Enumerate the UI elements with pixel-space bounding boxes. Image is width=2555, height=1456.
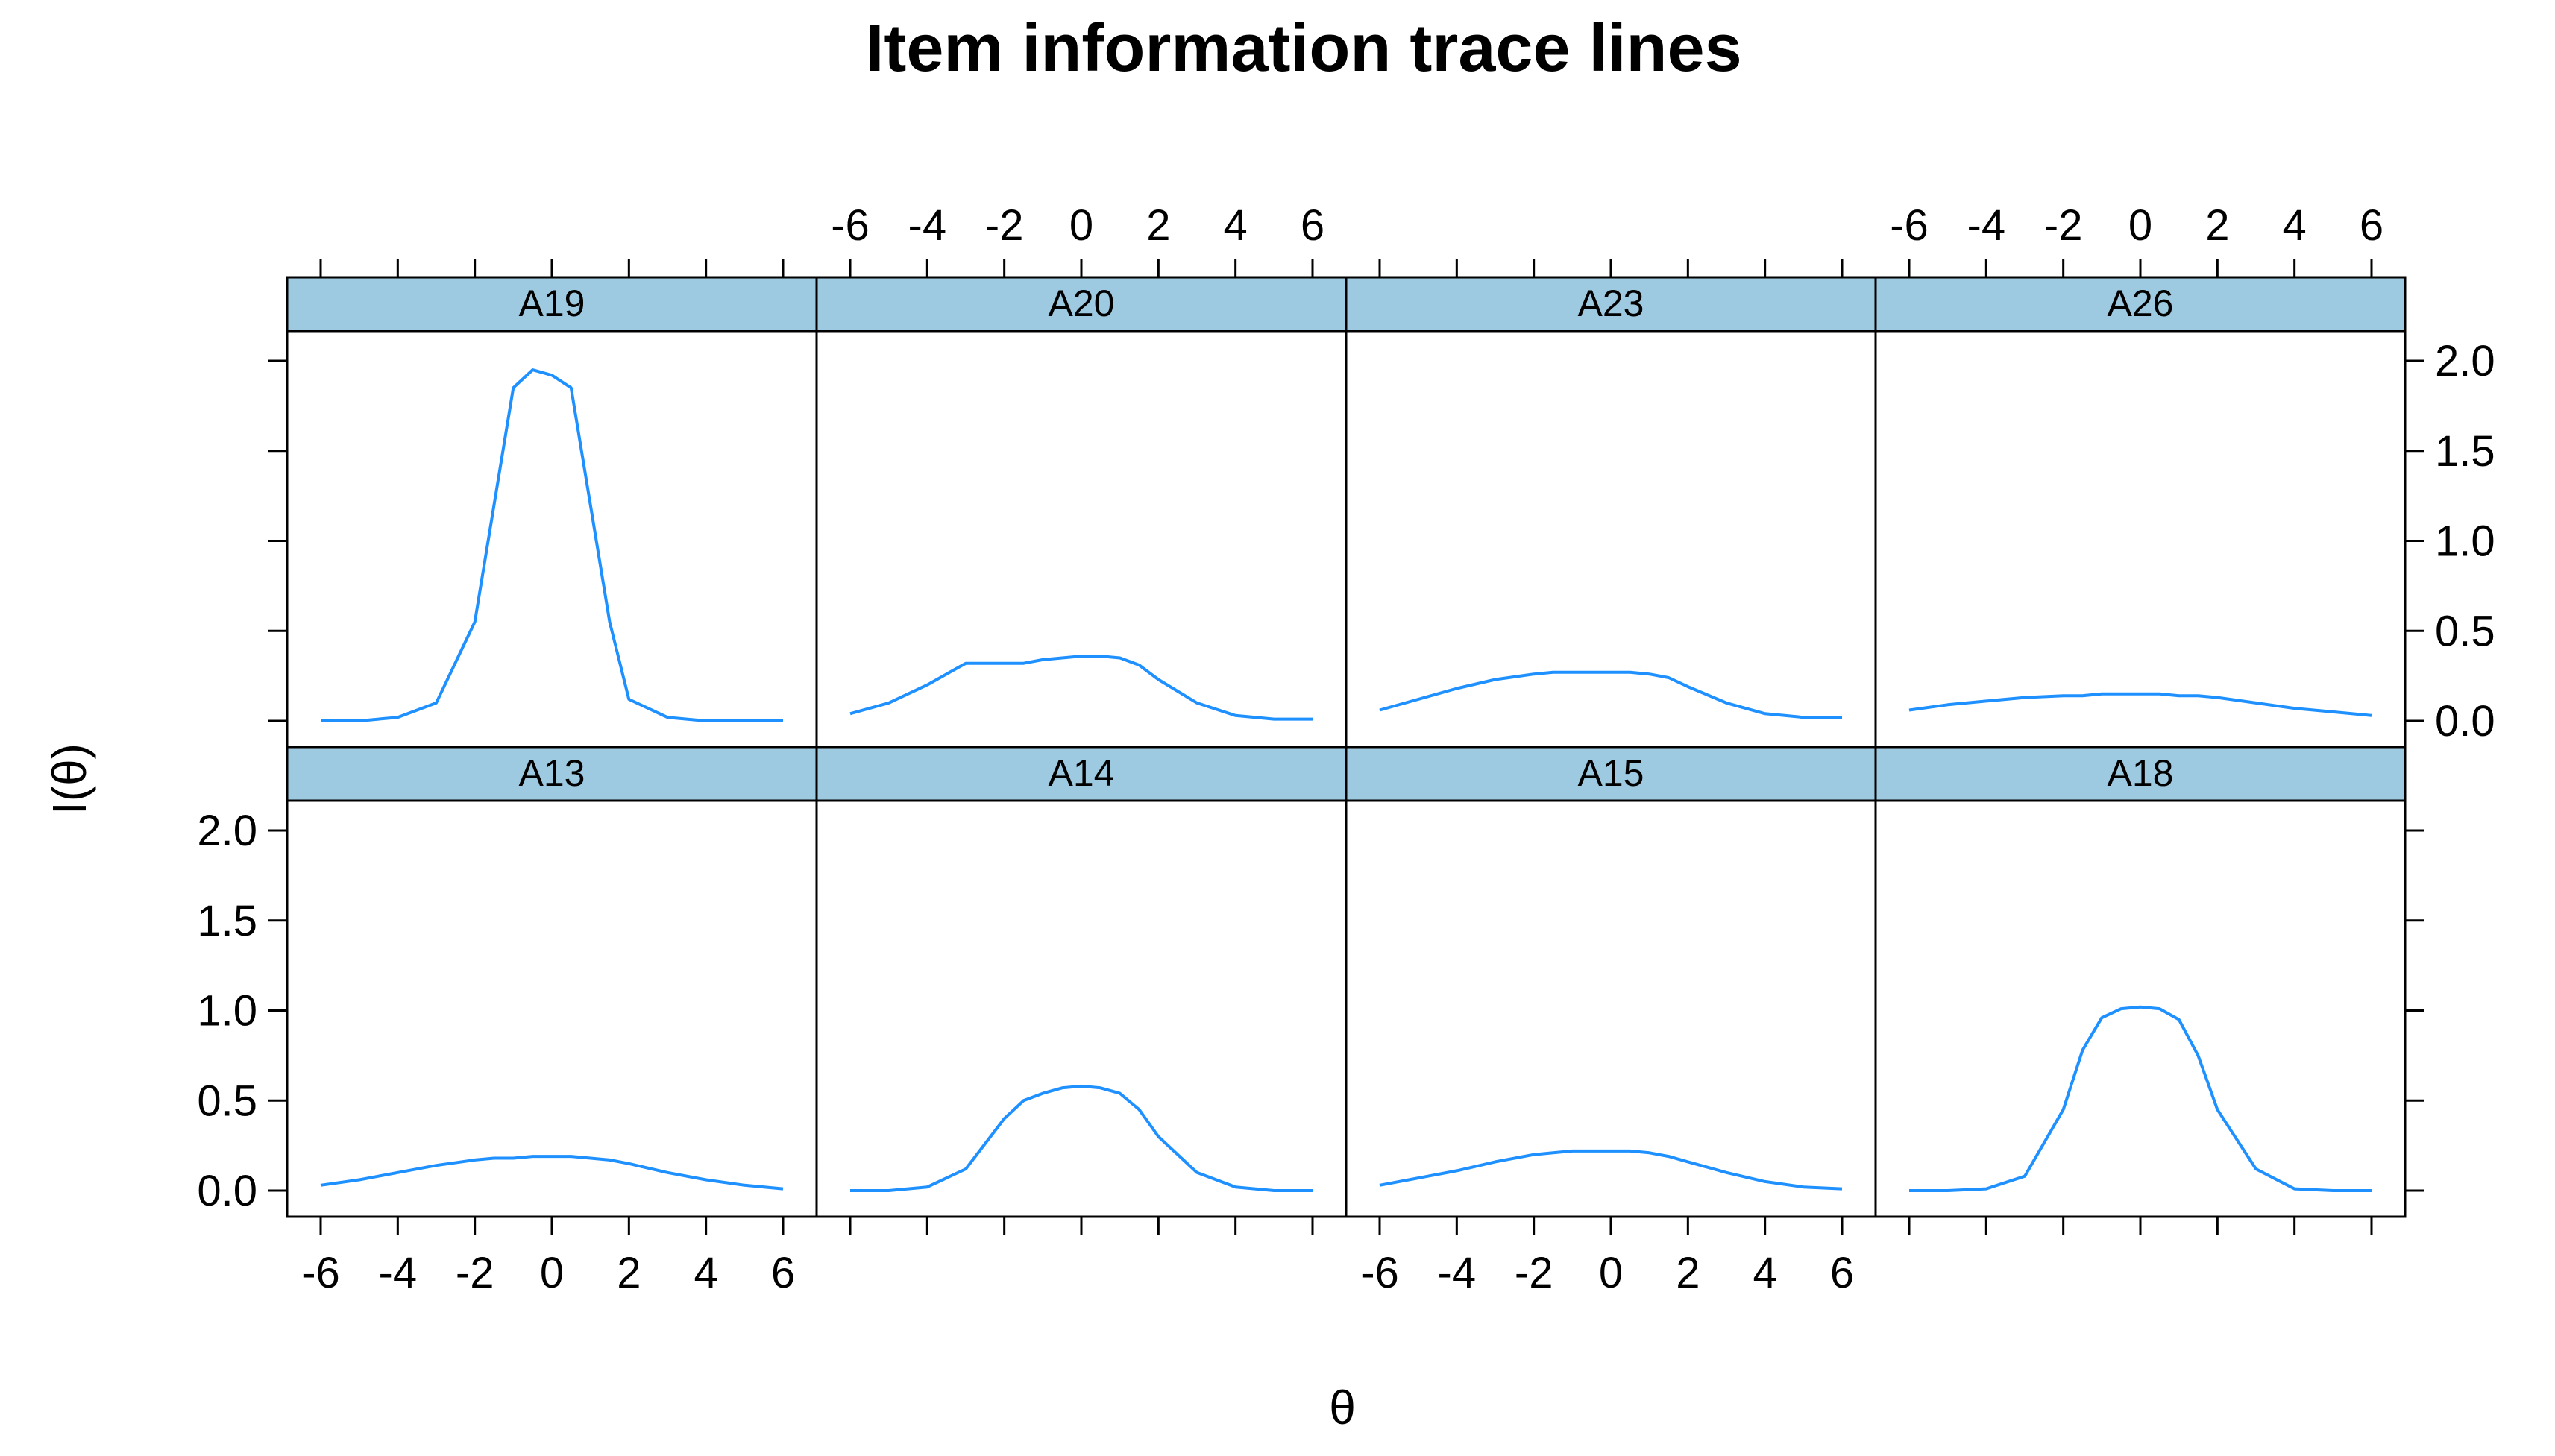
x-tick-label-bottom: 2 [1676,1249,1700,1297]
trace-line [1379,1149,1843,1191]
x-tick-label-bottom: 0 [540,1249,564,1297]
panel-strip [1874,746,2407,802]
x-tick-label-top: 0 [1069,201,1093,250]
x-tick-label-top: -2 [985,201,1024,250]
x-tick-label-bottom: -4 [1438,1249,1477,1297]
x-tick-label-bottom: 6 [771,1249,795,1297]
y-axis-title: I(θ) [43,743,96,815]
x-tick-label-bottom: 4 [694,1249,718,1297]
panel-strip [286,276,818,333]
x-tick-label-top: -6 [831,201,870,250]
trace-line [1908,692,2372,717]
trace-line [849,655,1313,721]
y-tick-label-left: 0.0 [197,1167,257,1215]
panel-label: A15 [1578,752,1644,794]
panel-label: A20 [1049,283,1115,324]
x-tick-label-bottom: 4 [1753,1249,1777,1297]
panel-box [815,799,1348,1218]
trace-line [850,1084,1313,1192]
x-tick-label-bottom: 6 [1830,1249,1854,1297]
x-tick-label-top: 0 [2128,201,2152,250]
trace-line [1379,670,1842,719]
x-tick-label-bottom: -6 [1360,1249,1399,1297]
x-tick-label-top: 4 [2283,201,2307,250]
x-tick-label-top: 2 [1146,201,1170,250]
trace-line [1909,1005,2372,1192]
panel-box [815,330,1348,749]
x-tick-label-bottom: -2 [1515,1249,1553,1297]
x-tick-label-bottom: -2 [456,1249,494,1297]
x-axis-title: θ [1329,1381,1356,1434]
x-tick-label-bottom: -6 [301,1249,340,1297]
panel-grid: A19 A20 A23 A26 A13 A14 A15 A18 -6 -4 -2 0 2 4 6 -6 -4 -2… [197,201,2495,1297]
panel-box [1345,799,1877,1218]
panel-strip [815,276,1348,333]
panel-label: A18 [2108,752,2174,794]
panel-box [1874,330,2407,749]
y-tick-label-right: 2.0 [2435,337,2495,385]
panel-label: A14 [1049,752,1115,794]
panel-box [286,799,818,1218]
panel-box [1874,799,2407,1218]
x-tick-label-top: -4 [908,201,947,250]
x-tick-label-top: 6 [1301,201,1324,250]
panel-label: A19 [519,283,585,324]
y-tick-label-right: 0.5 [2435,607,2495,655]
x-tick-label-top: -2 [2044,201,2083,250]
panel-box [1345,330,1877,749]
panel-box [286,330,818,749]
panel-label: A26 [2108,283,2174,324]
x-tick-label-top: -4 [1967,201,2006,250]
x-tick-label-top: 6 [2360,201,2383,250]
panel-label: A13 [519,752,585,794]
x-tick-label-bottom: -4 [379,1249,418,1297]
y-tick-label-right: 1.0 [2435,517,2495,566]
x-tick-label-bottom: 2 [617,1249,641,1297]
y-tick-label-left: 0.5 [197,1077,257,1125]
x-tick-label-bottom: 0 [1599,1249,1623,1297]
trace-line [320,1155,784,1191]
x-tick-label-top: 4 [1224,201,1248,250]
y-tick-label-left: 1.0 [197,987,257,1036]
y-tick-label-right: 0.0 [2435,697,2495,746]
trace-line [321,368,783,722]
y-tick-label-left: 2.0 [197,807,257,855]
x-tick-label-top: -6 [1890,201,1929,250]
x-tick-label-top: 2 [2205,201,2229,250]
y-tick-label-left: 1.5 [197,897,257,945]
y-tick-label-right: 1.5 [2435,427,2495,476]
panel-strip [1874,276,2407,333]
panel-label: A23 [1578,283,1644,324]
panel-strip [815,746,1348,802]
chart-title: Item information trace lines [865,11,1741,86]
